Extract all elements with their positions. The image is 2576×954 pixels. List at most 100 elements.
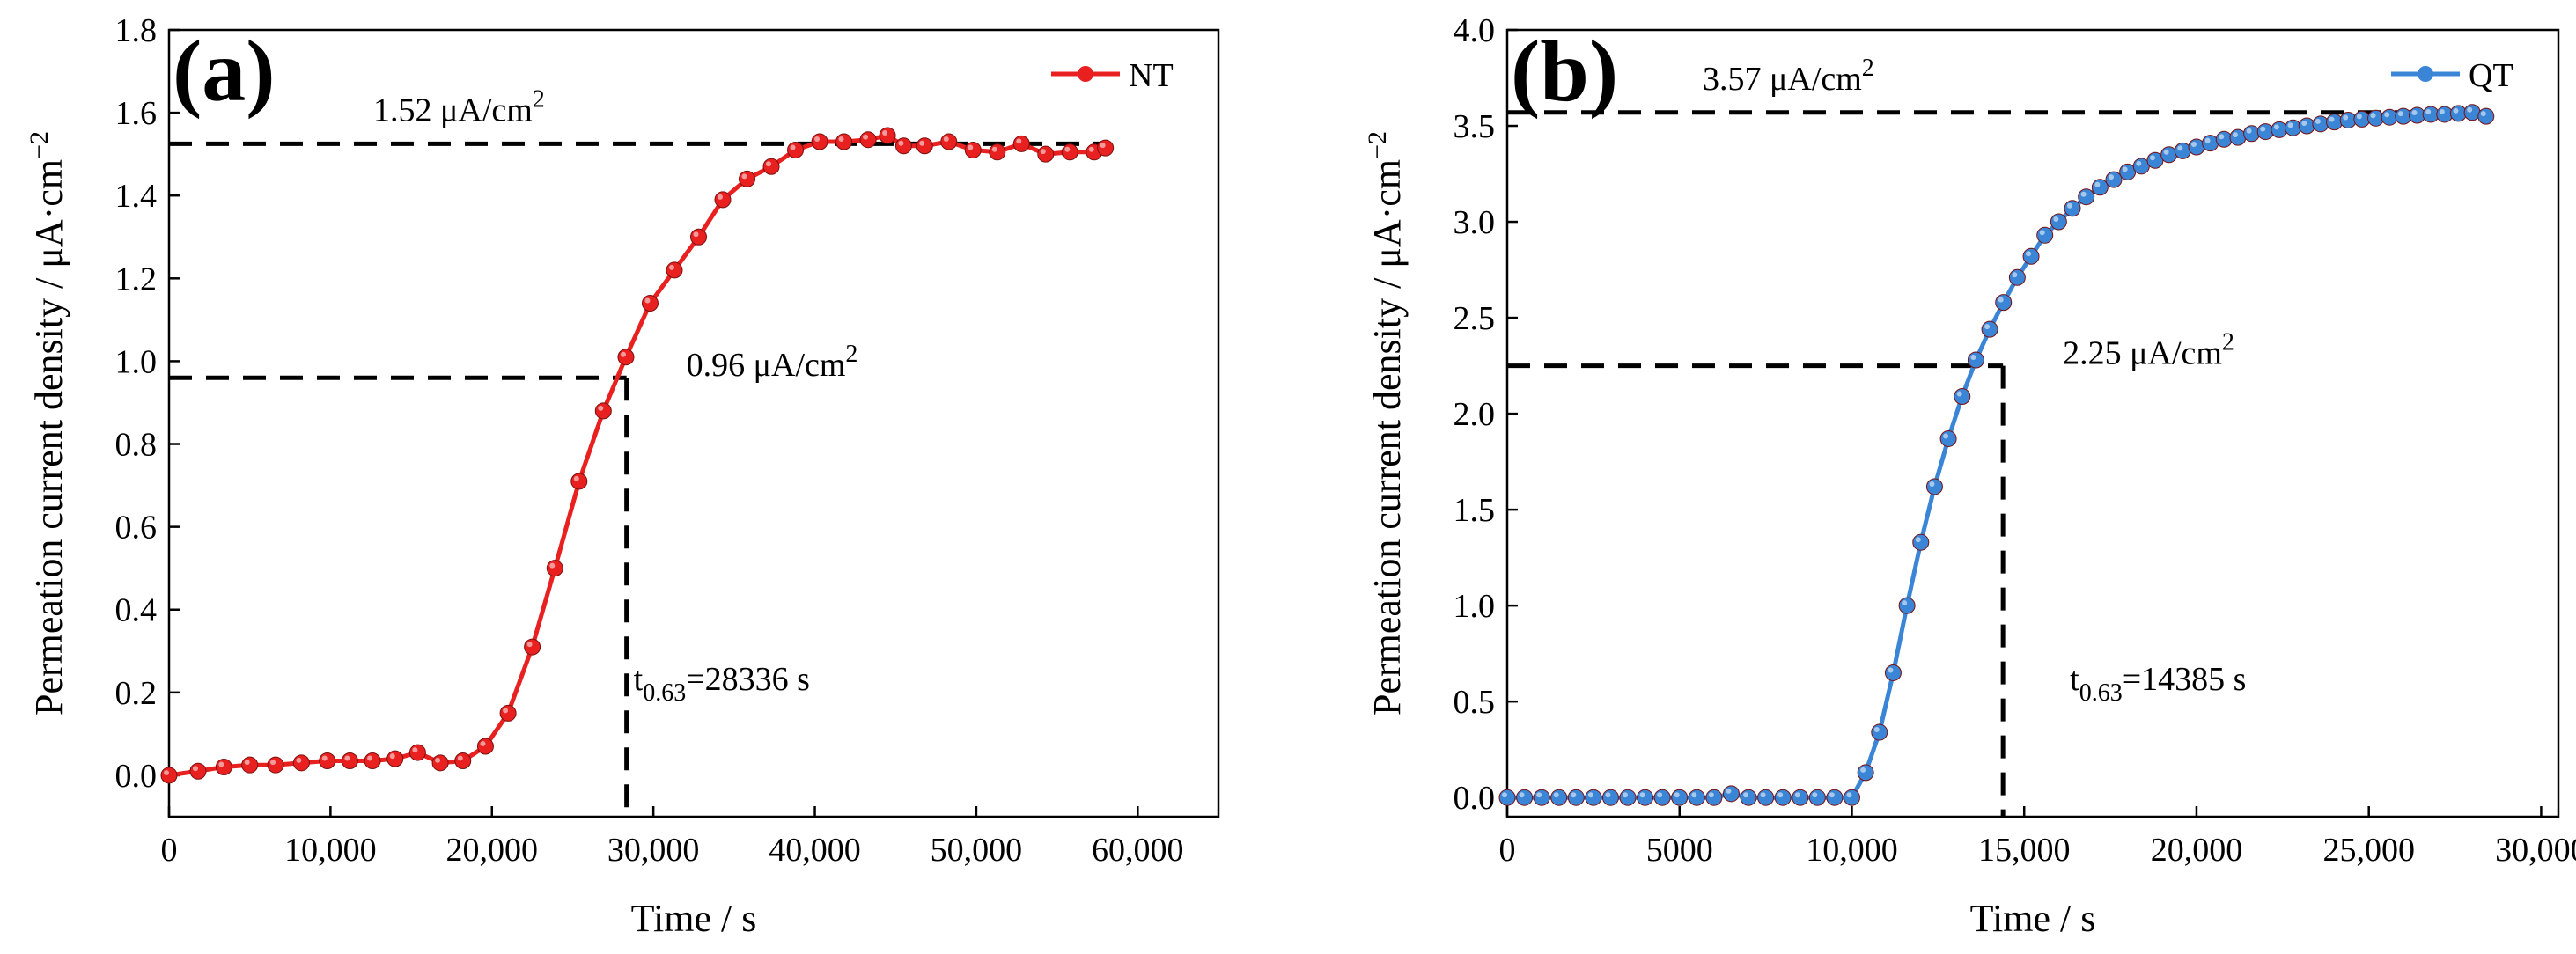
data-point-highlight [766, 161, 772, 167]
x-axis-title: Time / s [1970, 897, 2096, 940]
x-tick-label: 30,000 [2495, 832, 2576, 869]
x-tick-label: 0 [161, 832, 178, 869]
data-point [1550, 789, 1568, 806]
data-point-highlight [1674, 792, 1680, 798]
data-point-highlight [2136, 160, 2142, 166]
breakthrough-time-label: t0.63=28336 s [634, 661, 810, 707]
data-point [1774, 789, 1792, 806]
data-point-highlight [1040, 149, 1046, 155]
data-point-highlight [2232, 132, 2238, 138]
data-point-highlight [1943, 433, 1949, 439]
data-point [879, 127, 896, 144]
data-point-highlight [2122, 166, 2128, 172]
data-point-highlight [2012, 272, 2018, 278]
plot-frame [1505, 28, 2560, 818]
data-point-highlight [244, 760, 250, 766]
y-tick-label: 3.0 [1454, 204, 1496, 241]
data-point-highlight [367, 755, 373, 761]
data-point [319, 752, 336, 769]
data-point [2243, 125, 2261, 143]
data-point-highlight [389, 753, 395, 760]
data-point [2188, 138, 2205, 156]
x-tick-label: 10,000 [284, 832, 377, 869]
data-point-highlight [1888, 667, 1894, 673]
data-point [2160, 146, 2178, 164]
data-point-highlight [620, 351, 626, 357]
data-point-highlight [2260, 126, 2266, 132]
data-point [2463, 104, 2481, 121]
data-point [215, 759, 232, 776]
data-point [524, 638, 541, 656]
y-tick-label: 0.2 [115, 675, 158, 712]
data-point-highlight [1915, 537, 1921, 543]
half-value-label: 0.96 μA/cm2 [687, 341, 858, 384]
data-point-highlight [1812, 792, 1818, 798]
legend-marker [1078, 66, 1093, 82]
data-point-highlight [1760, 792, 1766, 798]
data-point-highlight [503, 708, 509, 714]
data-point-highlight [1064, 146, 1071, 152]
data-point [431, 754, 449, 772]
y-tick-label: 2.0 [1454, 396, 1496, 433]
data-point [1498, 789, 1516, 806]
x-tick-label: 30,000 [607, 832, 700, 869]
data-point [1585, 789, 1602, 806]
data-point [1012, 135, 1030, 152]
data-point [2091, 179, 2109, 196]
data-point [2036, 226, 2054, 244]
data-point [2326, 114, 2344, 131]
data-point [570, 473, 588, 490]
data-point-highlight [164, 769, 169, 775]
steady-state-label-main: 3.57 μA/cm [1703, 61, 1862, 98]
y-tick-label: 3.5 [1454, 108, 1496, 145]
y-tick-label: 0.5 [1454, 684, 1496, 721]
breakthrough-time-label-prefix: t [634, 661, 644, 698]
panel-label: (b) [1511, 22, 1618, 120]
data-point-highlight [668, 264, 674, 270]
data-point [2202, 135, 2219, 152]
data-point [1037, 145, 1055, 163]
x-tick-label: 25,000 [2322, 832, 2415, 869]
y-tick-label: 1.5 [1454, 492, 1496, 529]
half-value-label-main: 0.96 μA/cm [687, 347, 846, 384]
data-point-highlight [1571, 792, 1577, 798]
data-point [1857, 764, 1874, 782]
data-point [2105, 171, 2123, 188]
y-tick-label: 1.0 [1454, 588, 1496, 625]
data-point [2285, 119, 2302, 136]
data-point-highlight [790, 144, 796, 150]
data-point [666, 261, 683, 279]
data-point [690, 228, 708, 246]
data-point [499, 704, 517, 722]
legend-label: QT [2469, 57, 2513, 94]
data-point [2271, 121, 2288, 138]
data-point-highlight [526, 642, 533, 648]
data-point-highlight [2094, 181, 2101, 187]
breakthrough-time-label-value: =28336 s [686, 661, 810, 698]
data-point-highlight [863, 134, 869, 140]
y-axis-title: Permeation current density / μA·cm−2 [1363, 131, 1409, 716]
data-point-highlight [1016, 138, 1022, 144]
steady-state-label: 1.52 μA/cm2 [373, 85, 545, 128]
y-tick-label: 1.8 [115, 12, 158, 49]
data-point-highlight [1846, 792, 1852, 798]
data-point [2215, 130, 2233, 148]
panel-label: (a) [173, 22, 276, 120]
data-point [476, 738, 494, 755]
data-point-highlight [1639, 792, 1645, 798]
data-point [594, 402, 612, 420]
y-tick-label: 1.0 [115, 343, 158, 380]
data-point-highlight [1605, 792, 1611, 798]
data-point [1995, 294, 2013, 312]
data-point-highlight [644, 297, 651, 304]
data-point-highlight [344, 755, 350, 761]
data-point-highlight [2163, 149, 2169, 155]
data-point-highlight [882, 129, 888, 136]
data-point [1097, 139, 1115, 157]
data-point [940, 133, 958, 150]
y-axis-title-main: Permeation current density / μA·cm [27, 159, 70, 716]
x-tick-label: 40,000 [769, 832, 861, 869]
data-point [2229, 128, 2247, 146]
data-point [1688, 789, 1705, 806]
